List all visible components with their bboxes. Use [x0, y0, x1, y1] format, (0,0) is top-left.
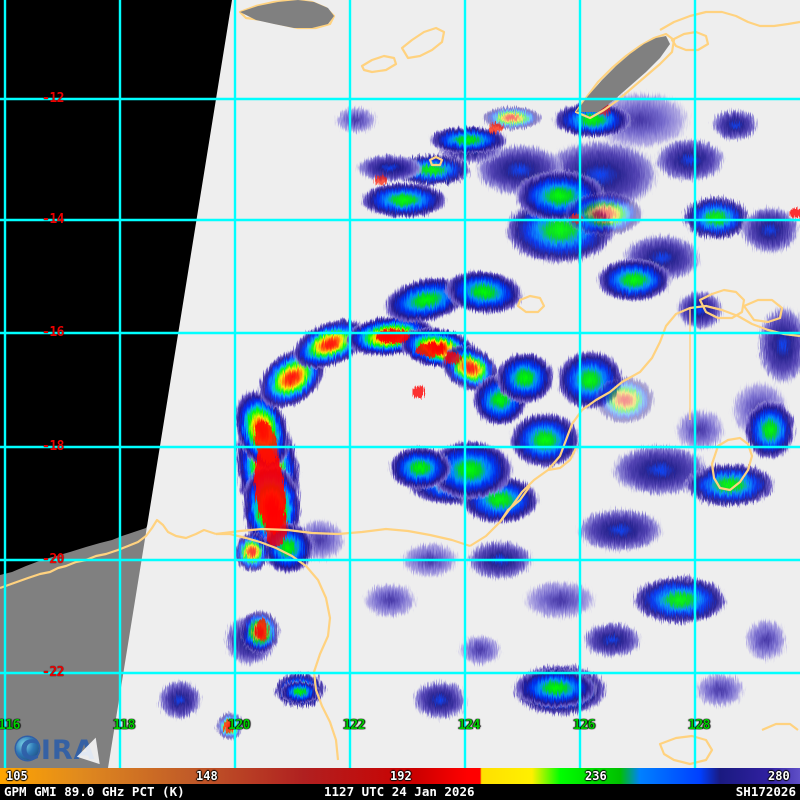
colorbar-tick-min: 105 [6, 769, 28, 783]
lon-label: 120 [228, 718, 250, 733]
cira-logo: CIRA [2, 731, 120, 767]
lat-label: -20 [42, 552, 64, 567]
colorbar-tick-236: 236 [585, 769, 607, 783]
product-label: GPM GMI 89.0 GHz PCT (K) [4, 784, 185, 799]
timestamp-label: 1127 UTC 24 Jan 2026 [324, 784, 475, 799]
lat-label: -16 [42, 325, 64, 340]
lon-label: 124 [458, 718, 480, 733]
map-svg [0, 0, 800, 768]
lon-label: 118 [113, 718, 135, 733]
colorbar-gradient [0, 768, 800, 784]
globe-icon [16, 737, 39, 760]
graticule [0, 0, 800, 768]
colorbar-tick-max: 280 [768, 769, 790, 783]
colorbar-tick-148: 148 [196, 769, 218, 783]
footer-bar: GPM GMI 89.0 GHz PCT (K) 1127 UTC 24 Jan… [0, 784, 800, 800]
island-fills-outside-swath [240, 0, 670, 112]
satellite-swath [108, 0, 800, 768]
lat-label: -14 [42, 212, 64, 227]
lon-label: 126 [573, 718, 595, 733]
map-canvas[interactable]: -12 -14 -16 -18 -20 -22 116 118 120 122 … [0, 0, 800, 768]
lon-label: 116 [0, 718, 20, 733]
lat-label: -22 [42, 665, 64, 680]
lon-label: 122 [343, 718, 365, 733]
lon-label: 128 [688, 718, 710, 733]
colorbar-tick-192: 192 [390, 769, 412, 783]
cira-logo-text: CIRA [20, 735, 96, 766]
storm-id-label: SH172026 [735, 784, 796, 799]
lat-label: -12 [42, 91, 64, 106]
lat-label: -18 [42, 439, 64, 454]
colorbar[interactable]: 105 148 192 236 280 [0, 768, 800, 784]
